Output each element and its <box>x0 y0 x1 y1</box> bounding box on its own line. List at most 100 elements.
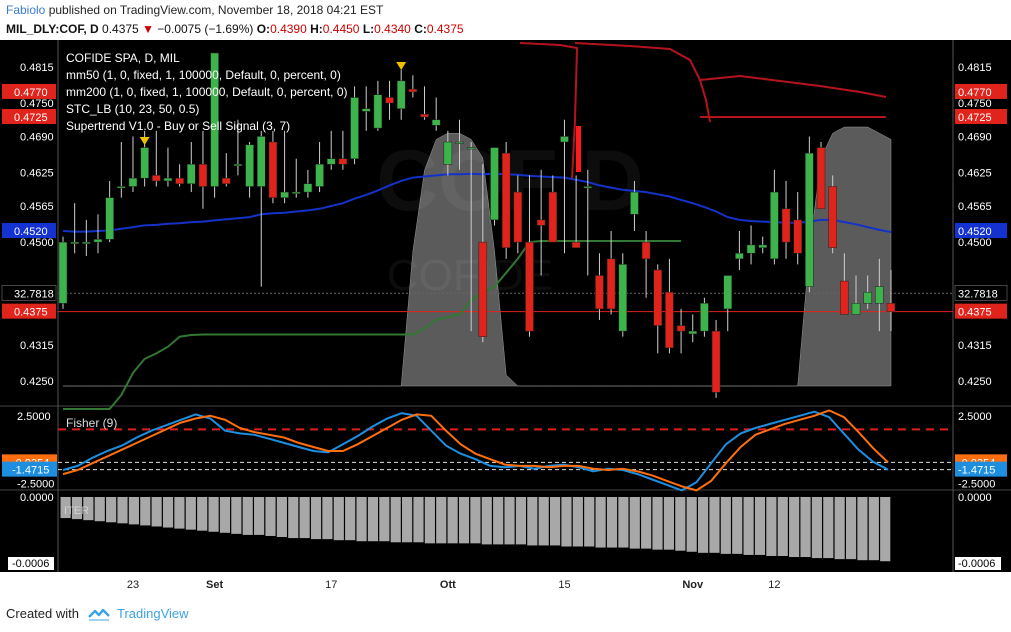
candle <box>816 142 826 210</box>
candle <box>163 147 173 187</box>
price-tag-label: 0.4770 <box>958 87 992 99</box>
close-value: 0.4375 <box>426 22 464 36</box>
candle <box>431 97 441 131</box>
iter-bar <box>857 497 868 561</box>
price-tag-box <box>955 83 1007 99</box>
footer: Created with TradingView <box>6 606 189 621</box>
candle-body-down <box>513 191 523 243</box>
fisher-tag-box <box>2 461 57 477</box>
candle <box>746 225 756 265</box>
candle-body-up <box>233 164 243 167</box>
iter-bar <box>823 497 834 559</box>
candle <box>851 275 861 315</box>
iter-bar <box>197 497 208 531</box>
price-tick-left: 0.4815 <box>20 62 54 74</box>
candle-body-up <box>805 152 814 287</box>
iter-bar <box>390 497 401 543</box>
candle-body-down <box>198 164 208 187</box>
candle-body-down <box>816 147 826 210</box>
candle <box>606 231 616 315</box>
iter-bar <box>424 497 435 544</box>
iter-bar <box>356 497 367 542</box>
candle-body-up <box>303 183 313 193</box>
candle-body-down <box>571 241 581 248</box>
iter-bar <box>743 497 754 555</box>
time-tick: Nov <box>682 579 704 591</box>
tradingview-brand[interactable]: TradingView <box>116 606 189 621</box>
iter-tag-box <box>8 557 54 570</box>
candle <box>781 180 791 259</box>
close-label: C: <box>414 22 427 36</box>
candle <box>280 130 289 204</box>
price-tag-box <box>1 285 57 301</box>
author-link[interactable]: Fabiolo <box>6 3 46 17</box>
price-tick-right: 0.4625 <box>958 168 992 180</box>
iter-title: ITER <box>64 505 89 517</box>
iter-bar <box>527 497 538 546</box>
iter-bar <box>128 497 139 525</box>
iter-bar <box>219 497 231 533</box>
iter-bar <box>299 497 310 539</box>
candle <box>560 119 569 254</box>
candle-body-up <box>583 186 593 189</box>
candle <box>443 130 453 176</box>
candle-body-up <box>361 108 371 112</box>
candle-body-down <box>501 152 511 248</box>
time-tick: 23 <box>127 579 139 591</box>
candle <box>420 86 429 120</box>
tradingview-logo-icon[interactable] <box>87 607 111 621</box>
iter-bar <box>470 497 481 544</box>
candle <box>665 258 674 354</box>
high-label: H: <box>310 22 323 36</box>
candle <box>93 214 103 254</box>
iter-bar <box>242 497 253 535</box>
iter-bar <box>288 497 299 539</box>
time-tick: Ott <box>440 579 456 591</box>
time-tick: Set <box>206 579 223 591</box>
fisher-tick-right: -2.5000 <box>958 479 995 491</box>
fisher-line <box>62 410 889 492</box>
price-tick-left: 0.4625 <box>20 168 54 180</box>
iter-bar <box>629 497 640 549</box>
candle <box>653 264 663 354</box>
iter-bar <box>94 497 105 522</box>
candle <box>676 308 686 354</box>
mm200-line <box>699 74 887 98</box>
candle <box>58 236 68 309</box>
ohlc-bar: MIL_DLY:COF, D 0.4375 ▼ −0.0075 (−1.69%)… <box>6 22 464 36</box>
candle <box>210 52 219 198</box>
candle <box>513 175 523 254</box>
iter-bar <box>845 497 857 560</box>
candle-body-up <box>875 286 884 304</box>
fisher-tag-label: -1.4715 <box>958 465 995 477</box>
low-value: 0.4340 <box>374 22 411 36</box>
iter-bar <box>276 497 287 538</box>
candle-body-up <box>770 191 779 260</box>
iter-bar <box>732 497 743 554</box>
candle-body-up <box>688 330 697 335</box>
sell-signal-icon <box>396 62 407 70</box>
candle <box>770 169 779 265</box>
candle-body-down <box>840 280 849 315</box>
candle-body-down <box>338 158 348 165</box>
candle-body-up <box>758 244 767 248</box>
iter-bar <box>868 497 879 561</box>
legend-item: mm200 (1, 0, fixed, 1, 100000, Default, … <box>66 85 348 99</box>
candle-body-down <box>665 291 674 349</box>
iter-bar <box>549 497 561 546</box>
iter-bar <box>310 497 322 540</box>
candle-body-up <box>396 80 406 109</box>
mm200-line <box>574 42 711 123</box>
iter-bar <box>265 497 276 536</box>
price-tick-right: 0.4815 <box>958 62 992 74</box>
candle-body-up <box>187 164 196 184</box>
candle <box>735 231 744 270</box>
candle-body-down <box>408 88 418 93</box>
candle-body-up <box>58 241 68 304</box>
candle-body-down <box>548 191 558 243</box>
iter-bar <box>652 497 663 550</box>
candle <box>583 169 593 276</box>
candle-body-up <box>315 164 324 187</box>
candle-body-down <box>653 269 663 326</box>
